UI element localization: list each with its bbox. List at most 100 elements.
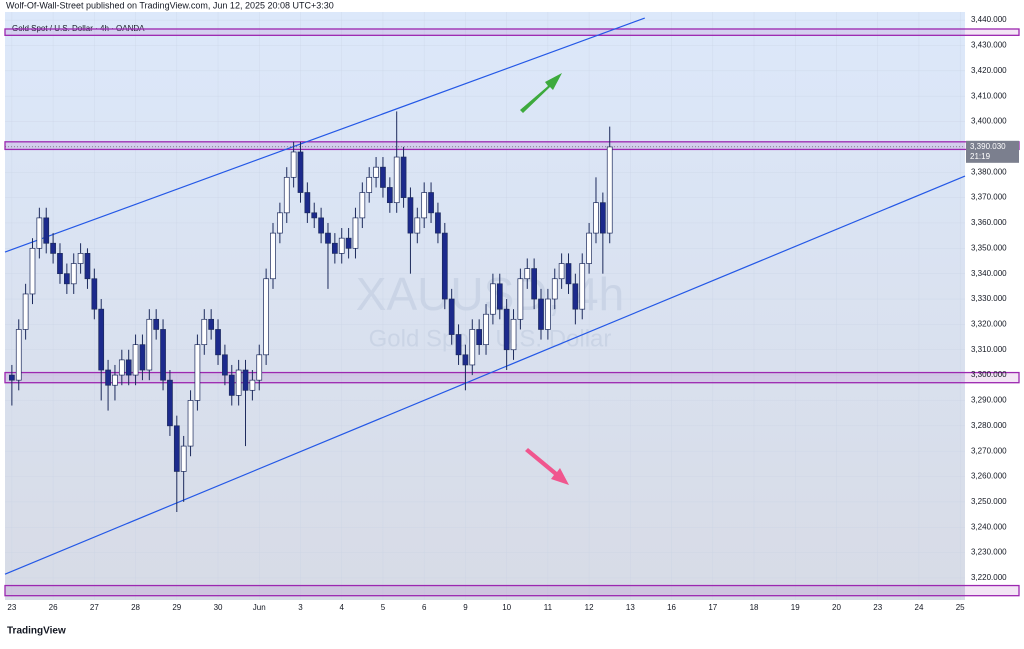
x-tick-label: 16 bbox=[667, 603, 676, 612]
candle-body bbox=[517, 278, 524, 320]
candle-body bbox=[503, 308, 510, 351]
candle-body bbox=[91, 278, 98, 310]
candle-body bbox=[386, 187, 393, 204]
candle-body bbox=[29, 247, 36, 295]
y-tick-label: 3,260.000 bbox=[971, 472, 1007, 481]
candle-body bbox=[414, 217, 421, 234]
x-tick-label: 20 bbox=[832, 603, 841, 612]
y-tick-label: 3,340.000 bbox=[971, 269, 1007, 278]
candle-body bbox=[222, 354, 228, 376]
candle-body bbox=[345, 237, 352, 249]
candle-body bbox=[70, 263, 77, 285]
candle-body bbox=[283, 176, 290, 214]
candle-body bbox=[304, 192, 311, 214]
candle-body bbox=[338, 237, 345, 254]
y-tick-label: 3,370.000 bbox=[971, 193, 1007, 202]
y-tick-label: 3,300.000 bbox=[971, 370, 1007, 379]
candle-body bbox=[600, 202, 606, 234]
candle-body bbox=[483, 313, 489, 346]
candle-body bbox=[153, 318, 160, 330]
candle-body bbox=[490, 283, 496, 315]
candle-body bbox=[373, 166, 379, 178]
candle-body bbox=[249, 379, 256, 391]
candle-body bbox=[325, 232, 331, 244]
x-tick-label: 27 bbox=[90, 603, 99, 612]
candle-body bbox=[235, 369, 242, 396]
x-tick-label: 25 bbox=[956, 603, 965, 612]
y-tick-label: 3,330.000 bbox=[971, 294, 1007, 303]
marks bbox=[4, 12, 1020, 600]
y-tick-label: 3,320.000 bbox=[971, 319, 1007, 328]
candle-body bbox=[50, 242, 56, 254]
x-tick-label: 11 bbox=[544, 603, 553, 612]
x-tick-label: 12 bbox=[585, 603, 594, 612]
x-tick-label: 19 bbox=[791, 603, 800, 612]
x-tick-label: 17 bbox=[708, 603, 717, 612]
last-price-box bbox=[966, 140, 1019, 163]
trendline bbox=[4, 17, 645, 253]
time-axis-bg bbox=[5, 600, 1019, 618]
last-price-label: 3,390.030 bbox=[970, 142, 1006, 151]
candle-body bbox=[428, 192, 434, 214]
candle-body bbox=[256, 354, 263, 381]
candle-body bbox=[476, 329, 483, 346]
y-tick-label: 3,240.000 bbox=[971, 522, 1007, 531]
candle-body bbox=[586, 232, 592, 264]
y-tick-label: 3,230.000 bbox=[971, 548, 1007, 557]
x-tick-label: 4 bbox=[339, 603, 344, 612]
footer-brand: TradingView bbox=[7, 626, 66, 637]
x-tick-label: 3 bbox=[298, 603, 303, 612]
x-tick-label: 10 bbox=[502, 603, 511, 612]
candle-body bbox=[352, 217, 359, 249]
candle-body bbox=[606, 146, 613, 234]
x-tick-label: 23 bbox=[873, 603, 882, 612]
candle-body bbox=[173, 425, 180, 472]
candle-body bbox=[531, 268, 537, 300]
candle-body bbox=[63, 273, 70, 285]
zone bbox=[4, 584, 1020, 597]
x-tick-label: 18 bbox=[750, 603, 759, 612]
candle-body bbox=[455, 334, 462, 356]
y-tick-label: 3,420.000 bbox=[971, 66, 1007, 75]
candle-body bbox=[496, 283, 503, 310]
x-tick-label: 24 bbox=[915, 603, 924, 612]
zone bbox=[4, 141, 1020, 151]
candle-body bbox=[201, 318, 208, 346]
candle-body bbox=[125, 359, 132, 376]
candle-body bbox=[187, 400, 194, 447]
candle-body bbox=[579, 263, 586, 310]
candle-body bbox=[77, 253, 84, 264]
candle-body bbox=[565, 263, 572, 285]
candle-body bbox=[545, 298, 551, 330]
candle-body bbox=[228, 374, 235, 396]
candle-body bbox=[297, 151, 304, 193]
candle-body bbox=[510, 318, 517, 351]
candle-body bbox=[36, 217, 43, 249]
candle-body bbox=[118, 359, 125, 376]
candle-body bbox=[435, 212, 441, 234]
candle-body bbox=[146, 318, 153, 371]
candle-body bbox=[242, 369, 249, 391]
price-axis-bg bbox=[965, 12, 1019, 600]
candle-body bbox=[180, 445, 187, 472]
candle-body bbox=[277, 212, 283, 234]
candle-body bbox=[359, 192, 366, 219]
candle-body bbox=[22, 293, 29, 330]
candle-body bbox=[331, 242, 338, 254]
candle-body bbox=[105, 369, 111, 386]
y-tick-label: 3,400.000 bbox=[971, 117, 1007, 126]
candle-body bbox=[558, 263, 565, 280]
x-tick-label: 26 bbox=[49, 603, 58, 612]
candle-body bbox=[215, 329, 221, 356]
zone bbox=[4, 28, 1020, 36]
x-tick-label: 5 bbox=[381, 603, 386, 612]
candle-body bbox=[524, 268, 531, 280]
candle-body bbox=[551, 278, 558, 300]
countdown-label: 21:19 bbox=[970, 152, 991, 161]
candle-body bbox=[160, 329, 166, 381]
candle-body bbox=[270, 232, 276, 280]
candle-body bbox=[43, 217, 50, 244]
candle-body bbox=[290, 151, 297, 178]
candle-body bbox=[407, 197, 414, 234]
